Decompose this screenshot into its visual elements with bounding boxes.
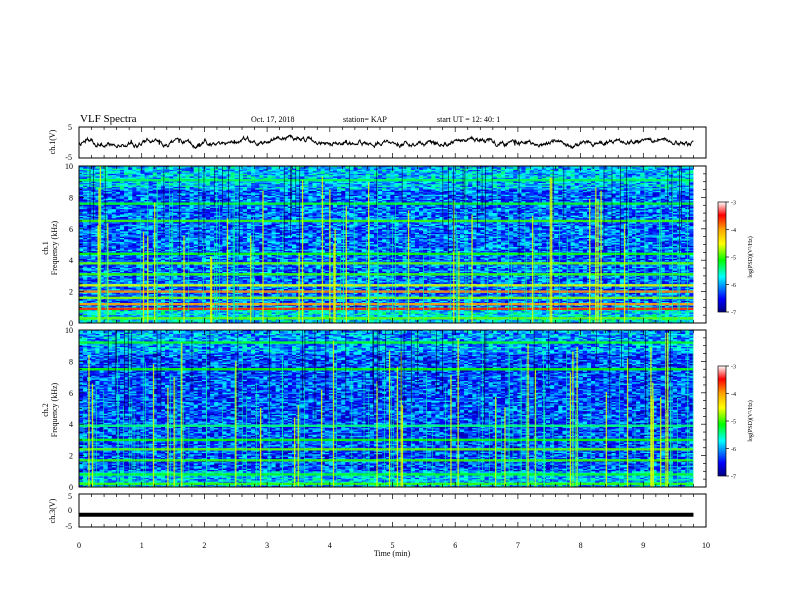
ch1-ytick-top: 5: [68, 123, 72, 132]
start-time-label: start UT = 12: 40: 1: [437, 115, 500, 124]
figure-title: VLF Spectra: [80, 113, 137, 125]
ch1-spectrogram-image: [79, 166, 706, 323]
ch1-waveform-panel: 5 -5 ch.1(V): [48, 123, 706, 162]
station-label: station= KAP: [343, 115, 387, 124]
ch1-ylabel: ch.1(V): [48, 129, 57, 154]
ch1-ytick-bottom: -5: [65, 153, 72, 162]
date-label: Oct. 17, 2018: [251, 115, 295, 124]
